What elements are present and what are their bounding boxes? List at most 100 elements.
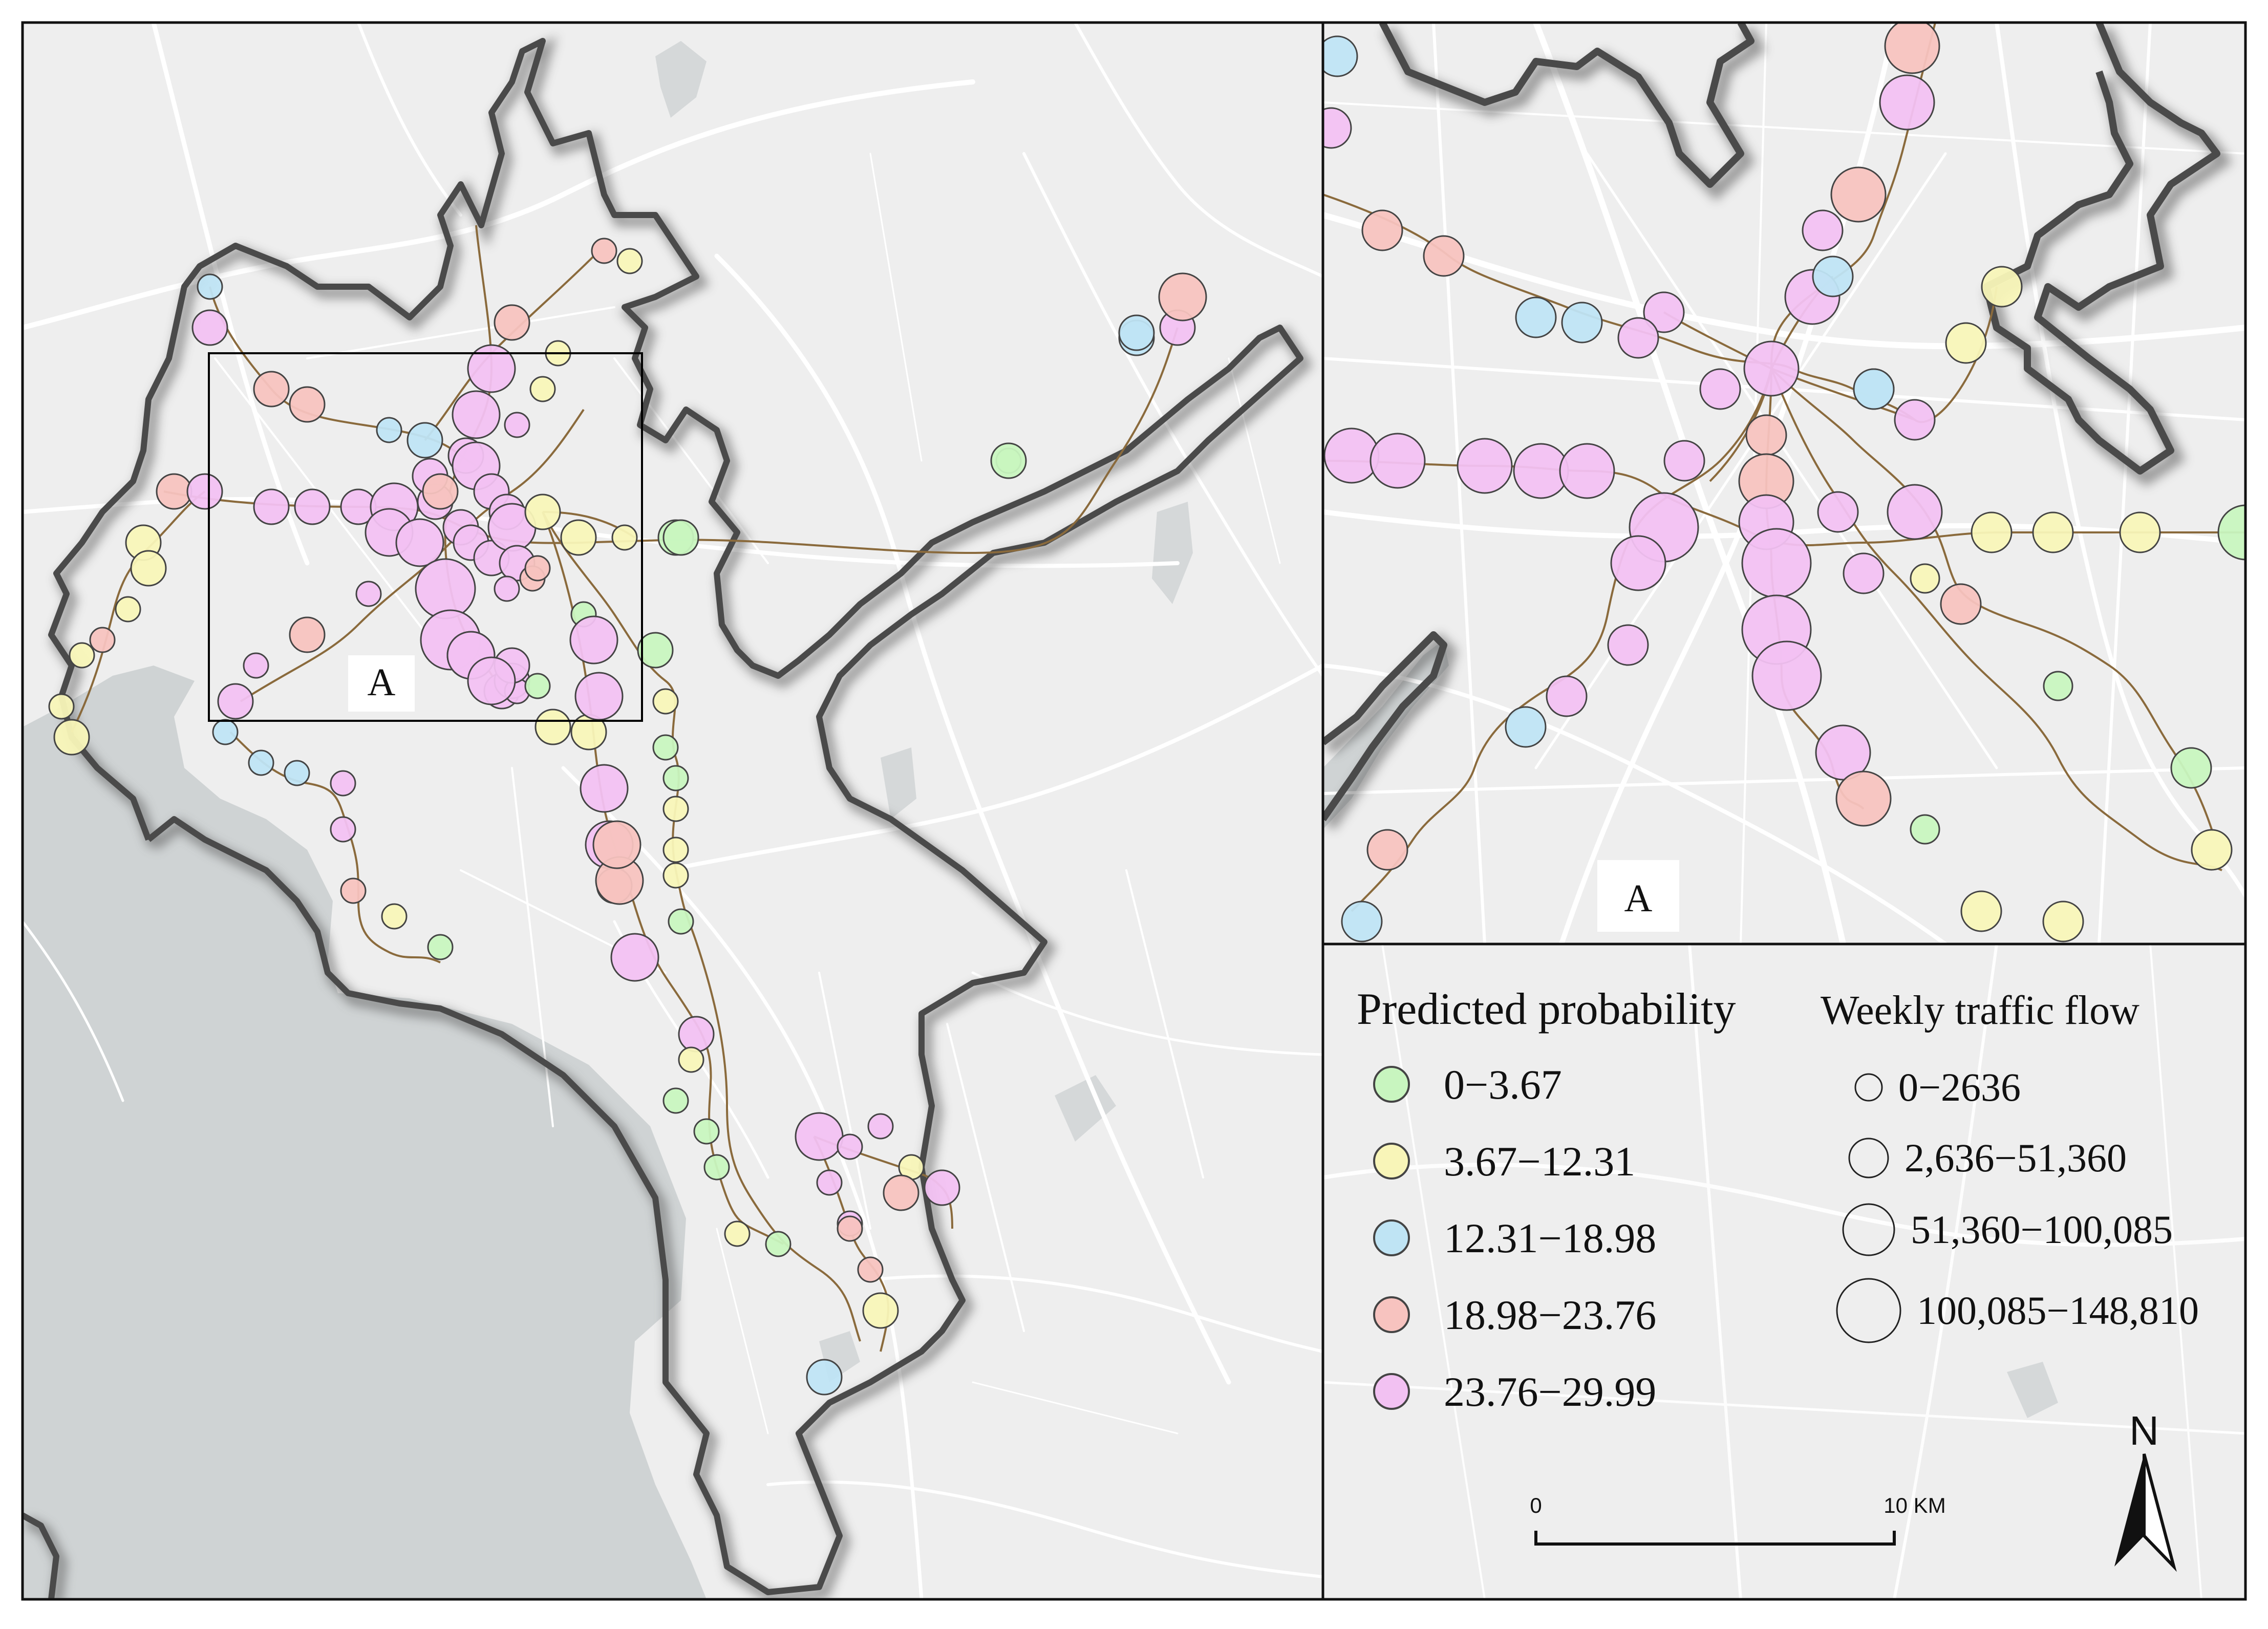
station-marker [467,656,516,705]
station-marker [883,1174,919,1211]
road [946,1023,1025,1332]
station-marker [678,1046,704,1073]
flow-size-swatch [1848,1138,1889,1178]
station-marker [1457,438,1513,494]
zoom-a-label-background [1597,860,1679,932]
station-marker [610,933,659,982]
station-marker [494,575,520,602]
lake [1152,502,1193,604]
station-marker [330,770,356,797]
station-marker [48,693,75,720]
station-marker [1879,74,1935,131]
station-marker [289,616,326,653]
road [664,663,1323,872]
station-marker [524,673,551,699]
station-marker [415,558,476,619]
station-marker [1853,368,1895,410]
station-marker [857,1256,884,1283]
station-marker [662,837,689,863]
station-marker [2170,747,2212,789]
station-marker [806,1359,843,1396]
lake [881,747,916,819]
station-marker [662,519,699,556]
station-marker [1505,706,1547,748]
station-marker [212,719,239,745]
road [23,920,124,1102]
road [357,23,462,217]
probability-swatch [1373,1219,1410,1256]
station-marker [2042,901,2084,942]
station-marker [574,672,624,721]
administrative-boundary [23,38,1303,1599]
station-marker [284,760,310,786]
station-marker [616,248,643,274]
station-marker [186,473,223,510]
station-marker [693,1118,720,1145]
station-marker [1323,107,1352,149]
station-marker [243,652,269,679]
legend-panel: Predicted probability Weekly traffic flo… [1323,944,2245,1599]
zoom-administrative-boundary [1323,23,2220,822]
flow-size-swatch [1836,1278,1901,1343]
station-marker [678,1016,715,1053]
station-marker [1118,314,1155,351]
station-marker [1423,235,1465,277]
flow-legend: 0−2636 2,636−51,360 51,360−100,085 100,085−… [1836,1065,2199,1343]
metro-line [1351,368,1772,912]
station-marker [1945,322,1987,364]
station-marker [289,386,326,423]
road [971,971,1323,1056]
station-marker [253,371,290,408]
probability-swatch [1373,1373,1410,1410]
station-marker [1960,890,2002,932]
station-marker [452,390,501,439]
station-marker [1940,583,1982,625]
scale-bar: 0 10 KM [1530,1493,1946,1546]
station-marker [253,488,290,525]
road [716,1228,769,1434]
station-marker [1910,563,1940,594]
station-marker [381,903,408,930]
metro-line [1770,368,2213,830]
station-marker [703,1154,730,1181]
zoom-inset-panel: A [1323,23,2245,944]
station-marker [837,1133,863,1160]
station-marker [248,749,274,776]
station-marker [1370,433,1426,489]
station-marker [637,632,674,669]
station-marker [662,862,689,889]
road [613,357,769,564]
station-marker [504,412,530,438]
station-marker [1802,209,1844,251]
flow-class-label: 2,636−51,360 [1905,1135,2127,1180]
legend-lake [2007,1362,2058,1418]
station-marker [1341,901,1383,942]
road [2098,23,2152,944]
road [306,306,615,359]
flow-class-label: 100,085−148,810 [1917,1288,2199,1333]
station-marker [867,1113,894,1140]
station-marker [569,615,618,665]
road [2149,944,2202,1599]
station-marker [427,934,454,960]
station-marker [1158,272,1207,321]
station-marker [156,473,192,510]
figure-frame [21,21,2247,1601]
legend-road-network [1323,944,2245,1599]
station-marker [534,709,571,745]
station-marker [924,1169,960,1206]
main-map-panel: A [23,23,1323,1599]
north-arrow-icon [2114,1454,2144,1567]
station-marker [990,442,1027,479]
road [1995,23,2245,898]
station-marker [191,309,228,346]
station-marker [662,796,689,822]
station-marker [467,344,516,393]
station-marker [1971,511,2013,553]
station-marker [524,555,551,582]
road [1022,152,1323,677]
road [1323,766,2245,795]
station-marker [1546,675,1588,717]
station-marker [1741,528,1812,598]
